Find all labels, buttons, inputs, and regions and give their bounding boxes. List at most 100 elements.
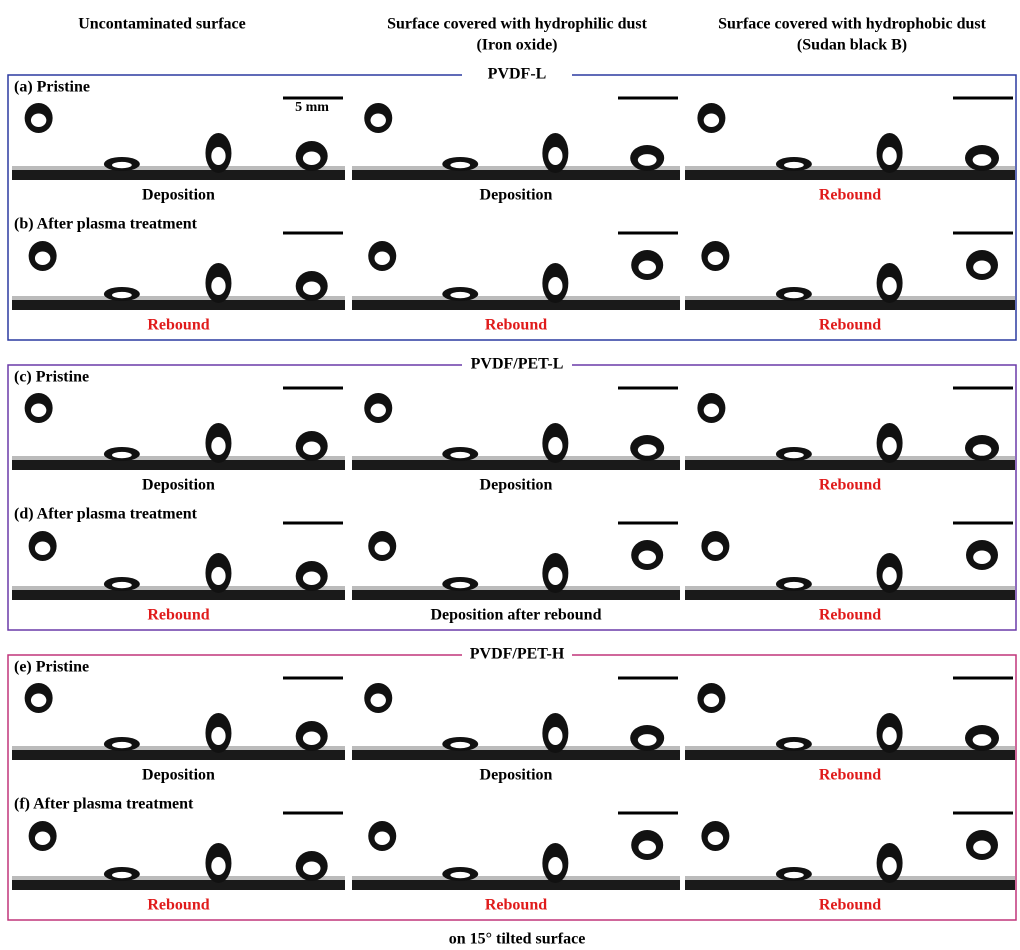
surface	[12, 460, 345, 470]
figure: Uncontaminated surface Surface covered w…	[0, 0, 1020, 950]
surface-shadow	[352, 166, 680, 170]
droplet-highlight	[303, 442, 321, 456]
droplet-highlight	[31, 694, 46, 708]
droplet-highlight	[973, 841, 991, 855]
droplet-highlight	[784, 292, 804, 298]
surface-shadow	[12, 746, 345, 750]
droplet-highlight	[973, 261, 991, 275]
surface	[352, 880, 680, 890]
droplet-highlight	[704, 114, 719, 128]
surface	[685, 170, 1015, 180]
droplet-highlight	[450, 162, 470, 168]
droplet-highlight	[548, 147, 562, 165]
row-label: (a) Pristine	[14, 79, 90, 96]
outcome-label: Deposition	[142, 477, 215, 494]
scale-bar-label: 5 mm	[295, 100, 329, 115]
droplet-highlight	[112, 292, 132, 298]
droplet-highlight	[882, 727, 896, 745]
outcome-label: Rebound	[147, 897, 209, 914]
surface-shadow	[12, 296, 345, 300]
surface	[685, 880, 1015, 890]
droplet-highlight	[31, 114, 46, 128]
droplet-highlight	[638, 551, 656, 565]
surface-shadow	[12, 876, 345, 880]
outcome-label: Rebound	[819, 317, 881, 334]
surface-shadow	[685, 876, 1015, 880]
outcome-label: Rebound	[819, 897, 881, 914]
droplet-highlight	[375, 542, 390, 556]
surface	[685, 590, 1015, 600]
surface	[12, 880, 345, 890]
surface-shadow	[12, 586, 345, 590]
droplet-highlight	[784, 872, 804, 878]
droplet-highlight	[638, 444, 657, 456]
outcome-label: Rebound	[819, 477, 881, 494]
group-title: PVDF/PET-H	[470, 646, 565, 663]
droplet-highlight	[211, 277, 225, 295]
group-title: PVDF/PET-L	[471, 356, 564, 373]
droplet-highlight	[548, 437, 562, 455]
droplet-highlight	[882, 437, 896, 455]
droplet-highlight	[112, 742, 132, 748]
droplet-highlight	[211, 857, 225, 875]
surface	[352, 750, 680, 760]
droplet-highlight	[450, 872, 470, 878]
column-title: Surface covered with hydrophilic dust	[387, 16, 648, 33]
surface	[685, 750, 1015, 760]
group-title: PVDF-L	[488, 66, 547, 83]
droplet-highlight	[882, 567, 896, 585]
surface-shadow	[352, 876, 680, 880]
droplet-highlight	[638, 261, 656, 275]
row-label: (c) Pristine	[14, 369, 89, 386]
droplet-highlight	[784, 582, 804, 588]
droplet-highlight	[35, 252, 50, 266]
outcome-label: Deposition	[480, 767, 553, 784]
surface-shadow	[12, 456, 345, 460]
droplet-highlight	[211, 727, 225, 745]
droplet-highlight	[112, 452, 132, 458]
droplet-highlight	[303, 152, 321, 166]
droplet-highlight	[882, 277, 896, 295]
surface-shadow	[685, 296, 1015, 300]
droplet-highlight	[882, 147, 896, 165]
surface-shadow	[685, 586, 1015, 590]
droplet-highlight	[375, 252, 390, 266]
droplet-highlight	[211, 437, 225, 455]
droplet-highlight	[450, 452, 470, 458]
droplet-highlight	[638, 734, 657, 746]
row-label: (f) After plasma treatment	[14, 796, 194, 813]
droplet-highlight	[375, 832, 390, 846]
surface-shadow	[12, 166, 345, 170]
surface-shadow	[352, 296, 680, 300]
droplet-highlight	[708, 542, 723, 556]
outcome-label: Rebound	[485, 317, 547, 334]
droplet-highlight	[973, 444, 992, 456]
row-label: (d) After plasma treatment	[14, 506, 198, 523]
surface-shadow	[352, 746, 680, 750]
droplet-highlight	[708, 832, 723, 846]
outcome-label: Rebound	[485, 897, 547, 914]
droplet-highlight	[112, 162, 132, 168]
droplet-highlight	[450, 292, 470, 298]
droplet-highlight	[35, 832, 50, 846]
surface	[12, 750, 345, 760]
droplet-highlight	[973, 551, 991, 565]
column-subtitle: (Iron oxide)	[476, 37, 557, 54]
droplet-highlight	[112, 582, 132, 588]
outcome-label: Deposition	[142, 187, 215, 204]
outcome-label: Deposition	[142, 767, 215, 784]
surface-shadow	[685, 746, 1015, 750]
droplet-highlight	[303, 572, 321, 586]
droplet-highlight	[784, 742, 804, 748]
surface	[12, 300, 345, 310]
outcome-label: Deposition	[480, 477, 553, 494]
droplet-highlight	[211, 567, 225, 585]
droplet-highlight	[548, 727, 562, 745]
droplet-highlight	[31, 404, 46, 418]
outcome-label: Rebound	[147, 317, 209, 334]
surface	[352, 300, 680, 310]
surface-shadow	[352, 456, 680, 460]
droplet-highlight	[371, 114, 386, 128]
outcome-label: Deposition	[480, 187, 553, 204]
surface	[352, 460, 680, 470]
